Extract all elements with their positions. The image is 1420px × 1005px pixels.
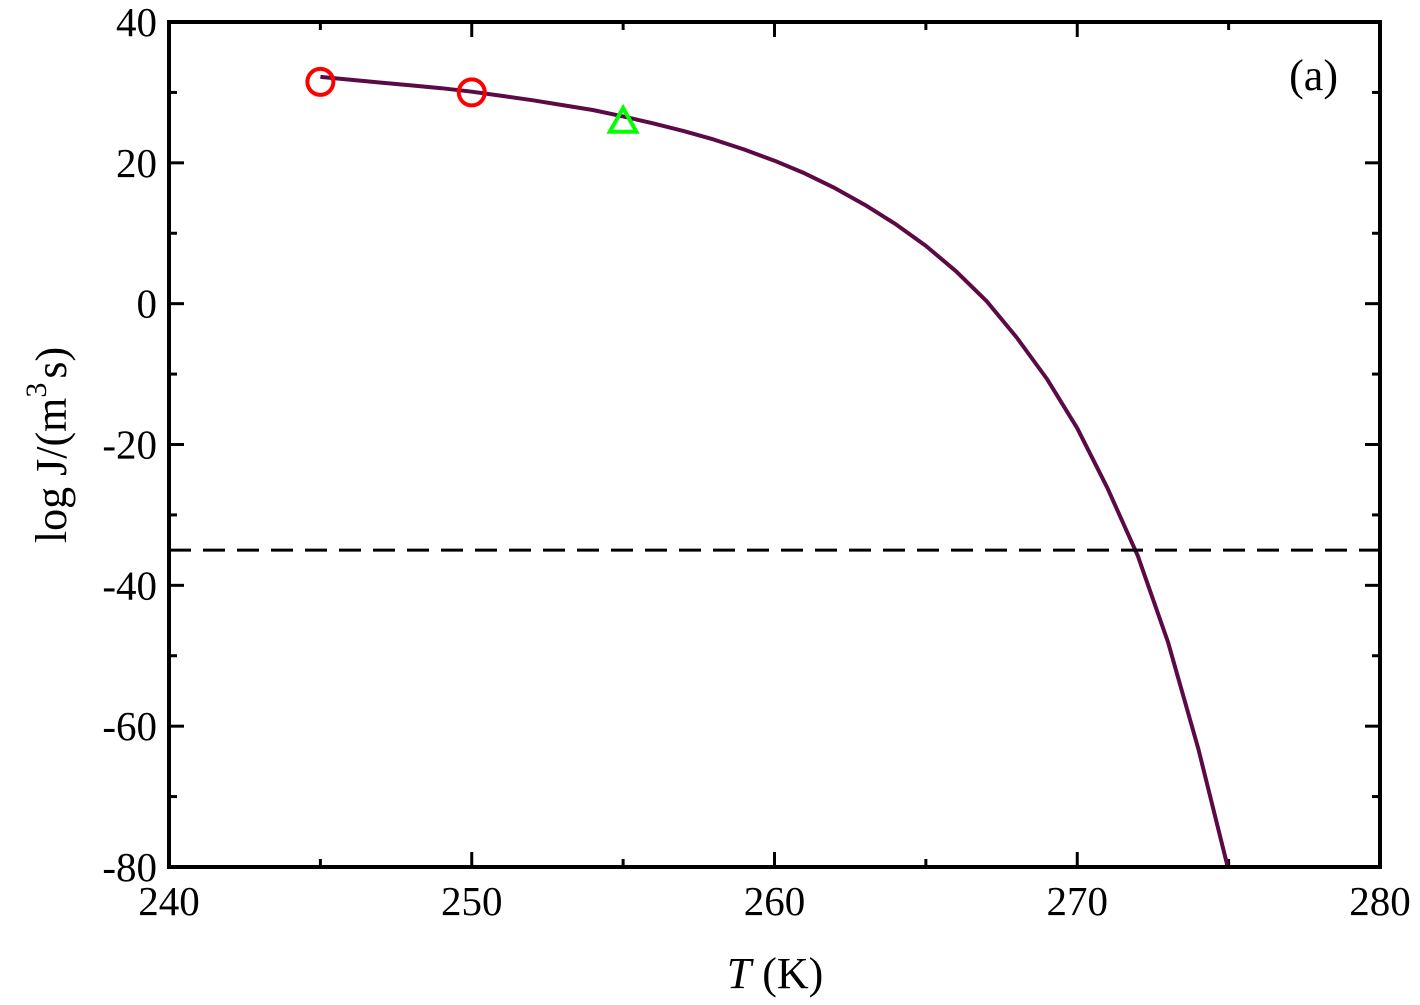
y-axis-label-tail: s) xyxy=(27,347,76,379)
y-tick-label: 40 xyxy=(116,0,157,45)
x-tick-label: 270 xyxy=(1047,878,1109,924)
y-axis-label-main: log J/(m xyxy=(27,398,76,543)
panel-label: (a) xyxy=(1289,51,1338,100)
y-tick-label: -80 xyxy=(102,844,157,890)
y-tick-label: -60 xyxy=(102,703,157,749)
x-axis-variable: T xyxy=(727,949,755,998)
axis-ticks xyxy=(167,20,1382,869)
y-axis-title: log J/(m3 s) xyxy=(20,347,76,543)
tick-labels: 240 250 260 270 280 40 20 0 -20 -40 -60 -80 xyxy=(102,0,1410,924)
data-point-triangle xyxy=(606,103,640,134)
plot-frame xyxy=(167,20,1382,869)
plot-area xyxy=(169,74,1380,867)
y-tick-label: -40 xyxy=(102,562,157,608)
y-axis-label-superscript: 3 xyxy=(20,383,53,398)
x-axis-title: T (K) xyxy=(727,949,824,998)
data-point-circle xyxy=(456,77,487,108)
nucleation-rate-curve xyxy=(320,74,1230,867)
x-tick-label: 260 xyxy=(744,878,806,924)
y-tick-label: 20 xyxy=(116,140,157,186)
x-axis-unit: (K) xyxy=(751,949,823,998)
y-tick-label: 0 xyxy=(137,281,158,327)
y-tick-label: -20 xyxy=(102,422,157,468)
x-tick-label: 240 xyxy=(138,878,200,924)
x-tick-label: 250 xyxy=(441,878,503,924)
x-tick-label: 280 xyxy=(1349,878,1411,924)
data-point-circle xyxy=(305,66,336,97)
